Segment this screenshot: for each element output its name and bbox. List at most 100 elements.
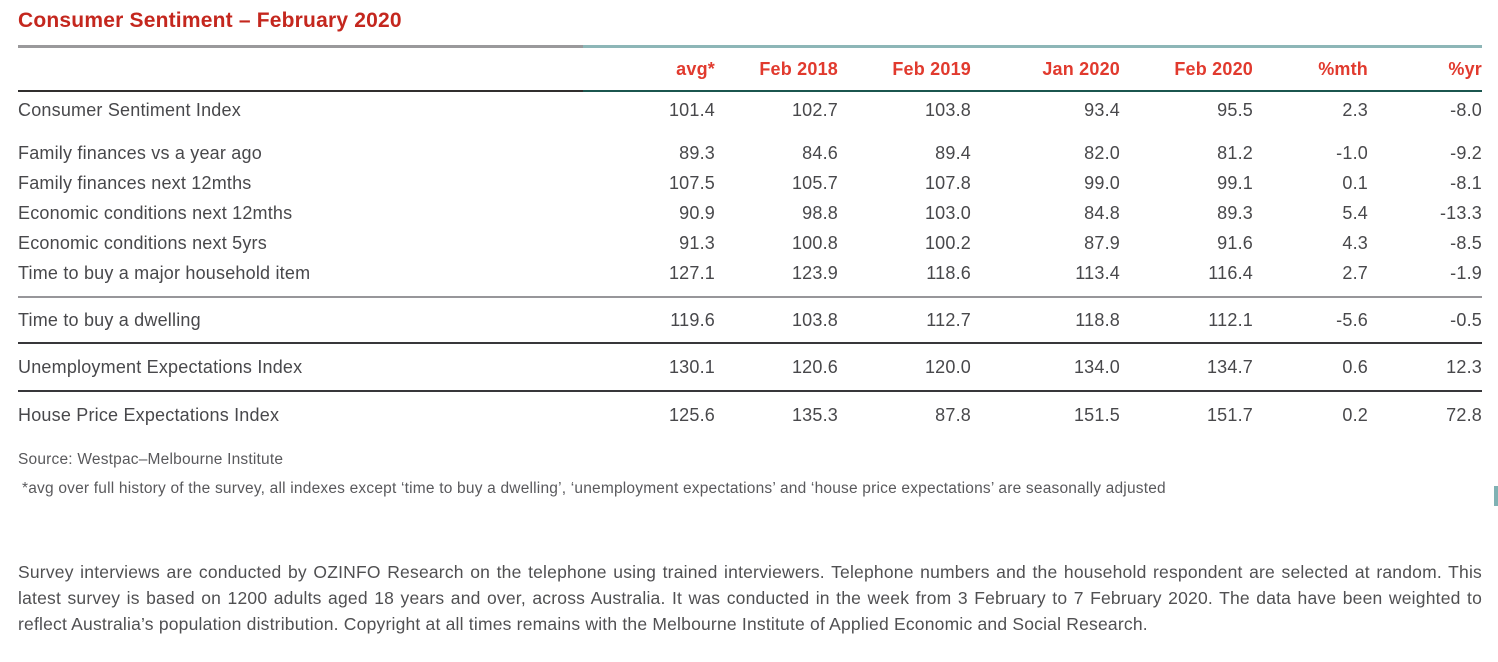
cell-value: 91.3 bbox=[679, 232, 715, 253]
column-header-feb2020: Feb 2020 bbox=[1174, 58, 1253, 79]
header-underline-rule bbox=[18, 90, 1482, 92]
row-label: Economic conditions next 12mths bbox=[18, 202, 293, 223]
cell-value: 103.8 bbox=[791, 309, 838, 330]
cell-value: 118.6 bbox=[926, 262, 971, 283]
cell-value: 125.6 bbox=[668, 404, 715, 425]
cell-value: 84.6 bbox=[802, 142, 838, 163]
cell-value: -1.0 bbox=[1336, 142, 1368, 163]
cell-value: 12.3 bbox=[1446, 356, 1482, 377]
cell-value: -5.6 bbox=[1336, 309, 1368, 330]
right-edge-teal-mark bbox=[1494, 486, 1498, 506]
cell-value: 116.4 bbox=[1208, 262, 1253, 283]
table-row-economic-conditions-next-12mths: Economic conditions next 12mths 90.9 98.… bbox=[18, 198, 1482, 228]
cell-value: 82.0 bbox=[1084, 142, 1120, 163]
row-label: Consumer Sentiment Index bbox=[18, 99, 241, 120]
cell-value: 87.9 bbox=[1084, 232, 1120, 253]
cell-value: -9.2 bbox=[1450, 142, 1482, 163]
cell-value: 87.8 bbox=[935, 404, 971, 425]
cell-value: 113.4 bbox=[1075, 262, 1120, 283]
cell-value: 134.0 bbox=[1073, 356, 1120, 377]
cell-value: 0.1 bbox=[1342, 172, 1368, 193]
table-row-house-price-expectations-index: House Price Expectations Index 125.6 135… bbox=[18, 392, 1482, 438]
cell-value: 0.2 bbox=[1342, 404, 1368, 425]
cell-value: 118.8 bbox=[1075, 309, 1120, 330]
cell-value: -1.9 bbox=[1450, 262, 1482, 283]
cell-value: 99.1 bbox=[1217, 172, 1253, 193]
title-underline-rule bbox=[18, 45, 1482, 48]
cell-value: 103.0 bbox=[924, 202, 971, 223]
cell-value: 90.9 bbox=[679, 202, 715, 223]
cell-value: 72.8 bbox=[1446, 404, 1482, 425]
cell-value: -8.5 bbox=[1450, 232, 1482, 253]
cell-value: 95.5 bbox=[1217, 99, 1253, 120]
source-note: Source: Westpac–Melbourne Institute bbox=[18, 451, 284, 468]
row-label: Unemployment Expectations Index bbox=[18, 356, 303, 377]
cell-value: 105.7 bbox=[791, 172, 838, 193]
cell-value: 100.2 bbox=[924, 232, 971, 253]
row-label: House Price Expectations Index bbox=[18, 404, 280, 425]
cell-value: 84.8 bbox=[1084, 202, 1120, 223]
cell-value: 101.4 bbox=[668, 99, 715, 120]
cell-value: 99.0 bbox=[1084, 172, 1120, 193]
cell-value: 120.0 bbox=[924, 356, 971, 377]
row-label: Family finances vs a year ago bbox=[18, 142, 262, 163]
cell-value: 4.3 bbox=[1342, 232, 1368, 253]
table-row-consumer-sentiment-index: Consumer Sentiment Index 101.4 102.7 103… bbox=[18, 92, 1482, 128]
table-row-time-to-buy-major-household-item: Time to buy a major household item 127.1… bbox=[18, 258, 1482, 288]
cell-value: 112.1 bbox=[1208, 309, 1253, 330]
column-header-pctyr: %yr bbox=[1448, 58, 1482, 79]
row-divider-rule bbox=[18, 390, 1482, 392]
cell-value: 127.1 bbox=[668, 262, 715, 283]
footnote: *avg over full history of the survey, al… bbox=[22, 480, 1166, 497]
cell-value: 100.8 bbox=[791, 232, 838, 253]
cell-value: -8.1 bbox=[1450, 172, 1482, 193]
survey-methodology-paragraph: Survey interviews are conducted by OZINF… bbox=[18, 562, 1482, 634]
row-label: Economic conditions next 5yrs bbox=[18, 232, 267, 253]
table-header-row: avg* Feb 2018 Feb 2019 Jan 2020 Feb 2020… bbox=[18, 48, 1482, 90]
cell-value: 98.8 bbox=[802, 202, 838, 223]
cell-value: 135.3 bbox=[791, 404, 838, 425]
cell-value: 93.4 bbox=[1084, 99, 1120, 120]
cell-value: 107.8 bbox=[924, 172, 971, 193]
column-header-pctmth: %mth bbox=[1318, 58, 1368, 79]
row-group-spacer bbox=[18, 128, 1482, 138]
table-row-family-finances-year-ago: Family finances vs a year ago 89.3 84.6 … bbox=[18, 138, 1482, 168]
table-row-family-finances-next-12mths: Family finances next 12mths 107.5 105.7 … bbox=[18, 168, 1482, 198]
row-label: Time to buy a dwelling bbox=[18, 309, 201, 330]
row-divider-rule bbox=[18, 342, 1482, 344]
cell-value: 89.3 bbox=[1217, 202, 1253, 223]
cell-value: 119.6 bbox=[670, 309, 715, 330]
row-label: Time to buy a major household item bbox=[18, 262, 311, 283]
cell-value: 89.4 bbox=[935, 142, 971, 163]
table-row-unemployment-expectations-index: Unemployment Expectations Index 130.1 12… bbox=[18, 344, 1482, 390]
cell-value: 130.1 bbox=[668, 356, 715, 377]
page-title: Consumer Sentiment – February 2020 bbox=[18, 9, 402, 32]
cell-value: 81.2 bbox=[1217, 142, 1253, 163]
cell-value: 0.6 bbox=[1342, 356, 1368, 377]
column-header-jan2020: Jan 2020 bbox=[1042, 58, 1120, 79]
cell-value: 2.3 bbox=[1342, 99, 1368, 120]
cell-value: 151.7 bbox=[1206, 404, 1253, 425]
cell-value: 102.7 bbox=[791, 99, 838, 120]
row-group-spacer bbox=[18, 288, 1482, 296]
cell-value: -8.0 bbox=[1450, 99, 1482, 120]
section-divider-rule bbox=[18, 296, 1482, 298]
cell-value: 134.7 bbox=[1206, 356, 1253, 377]
cell-value: 107.5 bbox=[668, 172, 715, 193]
table-row-time-to-buy-a-dwelling: Time to buy a dwelling 119.6 103.8 112.7… bbox=[18, 298, 1482, 342]
cell-value: 5.4 bbox=[1342, 202, 1368, 223]
cell-value: -13.3 bbox=[1439, 202, 1482, 223]
cell-value: 112.7 bbox=[926, 309, 971, 330]
column-header-feb2019: Feb 2019 bbox=[892, 58, 971, 79]
cell-value: 91.6 bbox=[1217, 232, 1253, 253]
cell-value: 151.5 bbox=[1073, 404, 1120, 425]
cell-value: 103.8 bbox=[924, 99, 971, 120]
column-header-avg: avg* bbox=[676, 58, 715, 79]
column-header-feb2018: Feb 2018 bbox=[759, 58, 838, 79]
cell-value: 89.3 bbox=[679, 142, 715, 163]
cell-value: 2.7 bbox=[1342, 262, 1368, 283]
table-row-economic-conditions-next-5yrs: Economic conditions next 5yrs 91.3 100.8… bbox=[18, 228, 1482, 258]
row-label: Family finances next 12mths bbox=[18, 172, 252, 193]
cell-value: -0.5 bbox=[1450, 309, 1482, 330]
